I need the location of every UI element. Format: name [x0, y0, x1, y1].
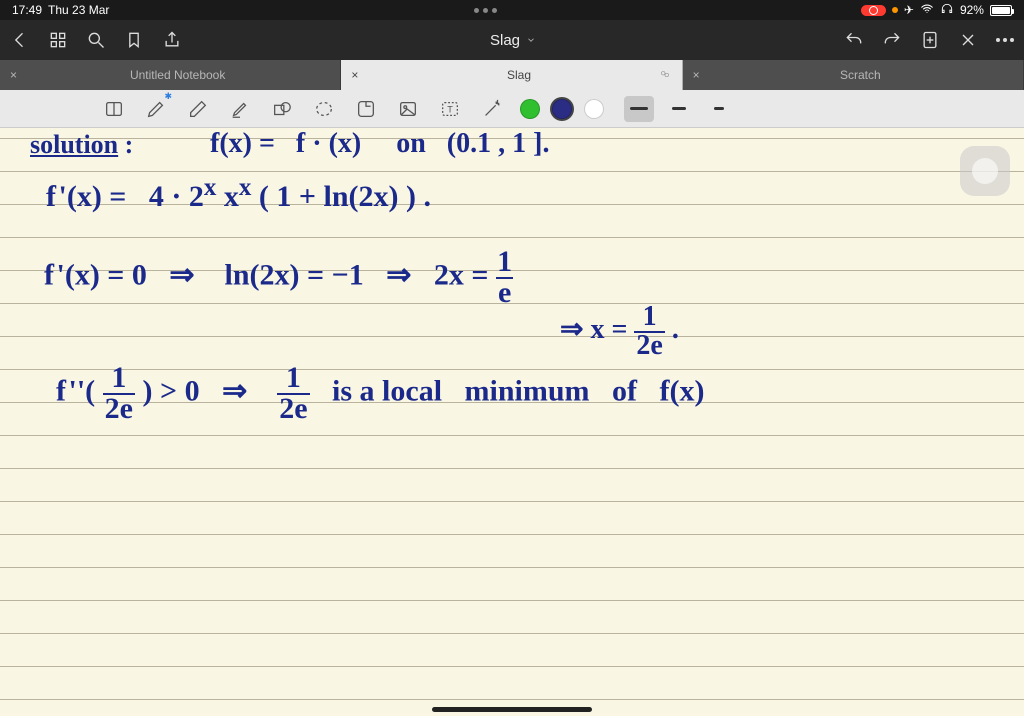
redo-button[interactable]: [882, 30, 902, 50]
tool-bar: ✱ T: [0, 90, 1024, 128]
home-indicator[interactable]: [432, 707, 592, 712]
battery-percent: 92%: [960, 3, 984, 17]
share-button[interactable]: [162, 30, 182, 50]
airplane-icon: ✈︎: [904, 3, 914, 17]
floating-quick-button[interactable]: [960, 146, 1010, 196]
tab-close-icon[interactable]: ×: [693, 68, 700, 82]
chevron-down-icon: [526, 35, 536, 45]
collab-icon: [658, 68, 672, 82]
sticker-tool[interactable]: [352, 95, 380, 123]
status-date: Thu 23 Mar: [48, 3, 109, 17]
handwriting-line: f '(x) = 4 · 2x xx ( 1 + ln(2x) ) .: [46, 174, 431, 214]
document-title-dropdown[interactable]: Slag: [490, 32, 536, 49]
close-button[interactable]: [958, 30, 978, 50]
tab-scratch[interactable]: × Scratch: [683, 60, 1024, 90]
tab-close-icon[interactable]: ×: [10, 68, 17, 82]
laser-tool[interactable]: [478, 95, 506, 123]
color-swatch[interactable]: [552, 99, 572, 119]
svg-text:T: T: [447, 104, 453, 114]
tab-slag[interactable]: × Slag: [341, 60, 682, 90]
stroke-width-option[interactable]: [704, 96, 734, 122]
tab-label: Slag: [366, 68, 671, 82]
stroke-width-option[interactable]: [624, 96, 654, 122]
more-button[interactable]: [996, 38, 1014, 42]
shape-tool[interactable]: [268, 95, 296, 123]
wifi-icon: [920, 2, 934, 19]
lasso-tool[interactable]: [310, 95, 338, 123]
location-dot-icon: [892, 7, 898, 13]
highlighter-tool[interactable]: [226, 95, 254, 123]
status-time: 17:49: [12, 3, 42, 17]
color-swatch[interactable]: [584, 99, 604, 119]
handwriting-line: solution :: [30, 130, 133, 160]
screen-record-indicator[interactable]: [861, 5, 886, 16]
eraser-tool[interactable]: [184, 95, 212, 123]
tabs-row: × Untitled Notebook × Slag × Scratch: [0, 60, 1024, 90]
status-left: 17:49 Thu 23 Mar: [12, 3, 109, 17]
tab-label: Untitled Notebook: [25, 68, 330, 82]
back-button[interactable]: [10, 30, 30, 50]
tab-untitled-notebook[interactable]: × Untitled Notebook: [0, 60, 341, 90]
handwriting-line: f ''( 12e ) > 0 ⇒ 12e is a local minimum…: [56, 364, 705, 423]
image-tool[interactable]: [394, 95, 422, 123]
tab-close-icon[interactable]: ×: [351, 68, 358, 82]
status-bar: 17:49 Thu 23 Mar ✈︎ 92%: [0, 0, 1024, 20]
document-title: Slag: [490, 32, 520, 49]
undo-button[interactable]: [844, 30, 864, 50]
search-button[interactable]: [86, 30, 106, 50]
add-page-button[interactable]: [920, 30, 940, 50]
handwriting-line: f(x) = f · (x) on (0.1 , 1 ].: [210, 128, 549, 160]
stroke-width-option[interactable]: [664, 96, 694, 122]
text-tool[interactable]: T: [436, 95, 464, 123]
status-right: ✈︎ 92%: [861, 2, 1012, 19]
bookmark-button[interactable]: [124, 30, 144, 50]
color-swatch[interactable]: [520, 99, 540, 119]
tab-label: Scratch: [708, 68, 1013, 82]
headphones-icon: [940, 2, 954, 19]
read-mode-tool[interactable]: [100, 95, 128, 123]
pen-tool[interactable]: ✱: [142, 95, 170, 123]
battery-icon: [990, 5, 1012, 16]
handwriting-line: ⇒ x = 12e .: [560, 304, 679, 359]
handwriting-line: f '(x) = 0 ⇒ ln(2x) = −1 ⇒ 2x = 1e: [44, 248, 513, 307]
canvas[interactable]: solution : f(x) = f · (x) on (0.1 , 1 ]. f…: [0, 128, 1024, 716]
grid-button[interactable]: [48, 30, 68, 50]
nav-bar: Slag: [0, 20, 1024, 60]
status-center-pill[interactable]: [474, 8, 497, 13]
